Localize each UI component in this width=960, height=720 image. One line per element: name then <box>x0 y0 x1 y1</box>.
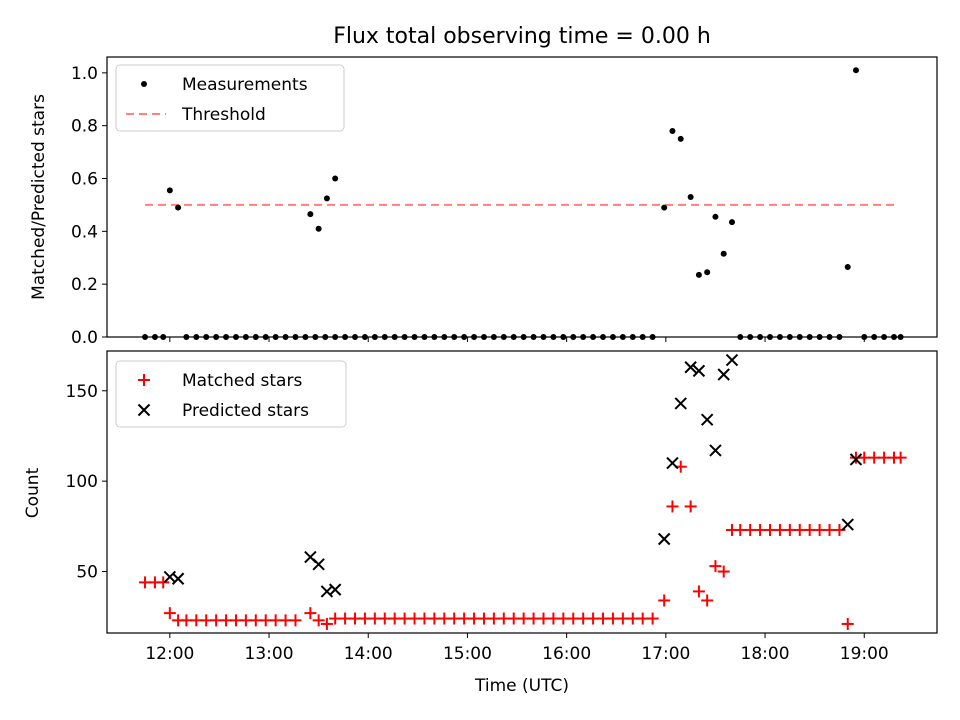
predicted-star-point <box>674 397 687 410</box>
measurement-point <box>166 187 173 194</box>
predicted-star-point <box>657 532 671 546</box>
measurement-point <box>695 271 702 278</box>
legend-box <box>115 360 347 428</box>
x-axis-label: Time (UTC) <box>474 676 569 696</box>
bottom-axes-frame <box>106 350 938 634</box>
matched-star-point <box>841 617 854 630</box>
measurement-point <box>332 175 339 182</box>
matched-star-point <box>684 500 697 513</box>
predicted-star-point <box>171 572 185 585</box>
measurement-point <box>704 269 711 276</box>
y-tick-label: 0.0 <box>71 328 98 348</box>
x-tick-label: 16:00 <box>542 644 591 664</box>
y-tick-label: 100 <box>66 472 98 492</box>
y-tick-label: 150 <box>66 382 98 402</box>
top-plot-marks <box>142 67 904 340</box>
top-legend: Measurements Threshold <box>115 64 345 132</box>
predicted-star-point <box>700 413 714 426</box>
legend-label: Measurements <box>182 75 308 95</box>
matched-star-point <box>709 560 722 573</box>
x-tick-label: 18:00 <box>741 644 790 664</box>
predicted-star-point <box>666 456 679 470</box>
predicted-star-point <box>717 368 730 381</box>
matched-star-point <box>701 594 714 607</box>
top-y-ticks: 0.0 0.2 0.4 0.6 0.8 1.0 <box>71 64 107 348</box>
measurement-point <box>687 194 694 200</box>
matched-star-point <box>289 614 302 627</box>
predicted-star-point <box>692 364 706 378</box>
chart-title: Flux total observing time = 0.00 h <box>333 24 711 49</box>
matched-star-point <box>658 594 671 607</box>
measurement-point <box>720 250 727 257</box>
top-y-axis-label: Matched/Predicted stars <box>29 94 49 300</box>
x-tick-label: 19:00 <box>840 644 889 664</box>
predicted-star-point <box>684 361 697 374</box>
measurement-point <box>728 219 735 226</box>
predicted-star-point <box>841 518 854 531</box>
y-tick-label: 1.0 <box>71 64 98 84</box>
x-tick-label: 17:00 <box>641 644 690 664</box>
y-tick-label: 0.8 <box>71 117 98 137</box>
matched-star-point <box>894 451 907 464</box>
matched-star-point <box>157 576 170 589</box>
matched-star-point <box>304 607 317 620</box>
y-tick-label: 50 <box>76 563 98 583</box>
y-tick-label: 0.6 <box>71 170 98 190</box>
matched-star-point <box>163 607 176 620</box>
measurement-point <box>315 225 322 232</box>
top-axes-frame <box>106 56 938 338</box>
predicted-star-point <box>725 353 739 367</box>
legend-marker-x <box>137 403 151 417</box>
matched-star-point <box>692 585 705 598</box>
measurement-point <box>661 204 668 211</box>
x-tick-label: 15:00 <box>443 644 492 664</box>
measurement-point <box>669 127 676 134</box>
measurement-point <box>712 213 719 220</box>
x-tick-label: 13:00 <box>245 644 294 664</box>
predicted-star-point <box>312 558 325 571</box>
measurement-point <box>844 264 851 270</box>
x-tick-label: 12:00 <box>145 644 194 664</box>
legend-marker-plus <box>138 374 150 386</box>
bottom-x-ticks: 12:00 13:00 14:00 15:00 16:00 17:00 18:00 19:00 <box>145 633 889 664</box>
measurement-point <box>175 204 182 211</box>
predicted-star-point <box>328 583 342 596</box>
measurement-point <box>852 67 859 74</box>
legend-label: Threshold <box>181 105 266 125</box>
bottom-plot-marks <box>139 353 907 630</box>
predicted-star-point <box>849 453 863 466</box>
matched-star-point <box>666 500 679 513</box>
measurement-point <box>307 211 314 218</box>
bottom-y-axis-label: Count <box>23 467 43 518</box>
legend-box <box>115 64 345 132</box>
x-tick-label: 14:00 <box>344 644 393 664</box>
legend-marker-dot <box>141 81 147 87</box>
top-panel: 0.0 0.2 0.4 0.6 0.8 1.0 Matched/Predicted sta… <box>29 56 938 348</box>
matched-star-point <box>312 614 325 627</box>
matched-star-point <box>320 617 333 630</box>
y-tick-label: 0.2 <box>71 275 98 295</box>
legend-label: Predicted stars <box>182 401 309 421</box>
bottom-legend: Matched stars Predicted stars <box>115 360 347 428</box>
measurement-point <box>323 195 330 202</box>
bottom-y-ticks: 50 100 150 <box>66 382 107 583</box>
predicted-star-point <box>709 444 722 457</box>
measurement-point <box>677 135 684 142</box>
matched-star-point <box>646 612 659 625</box>
matched-star-point <box>717 565 730 578</box>
legend-label: Matched stars <box>182 371 302 391</box>
y-tick-label: 0.4 <box>71 222 98 242</box>
top-x-ticks <box>169 337 865 342</box>
